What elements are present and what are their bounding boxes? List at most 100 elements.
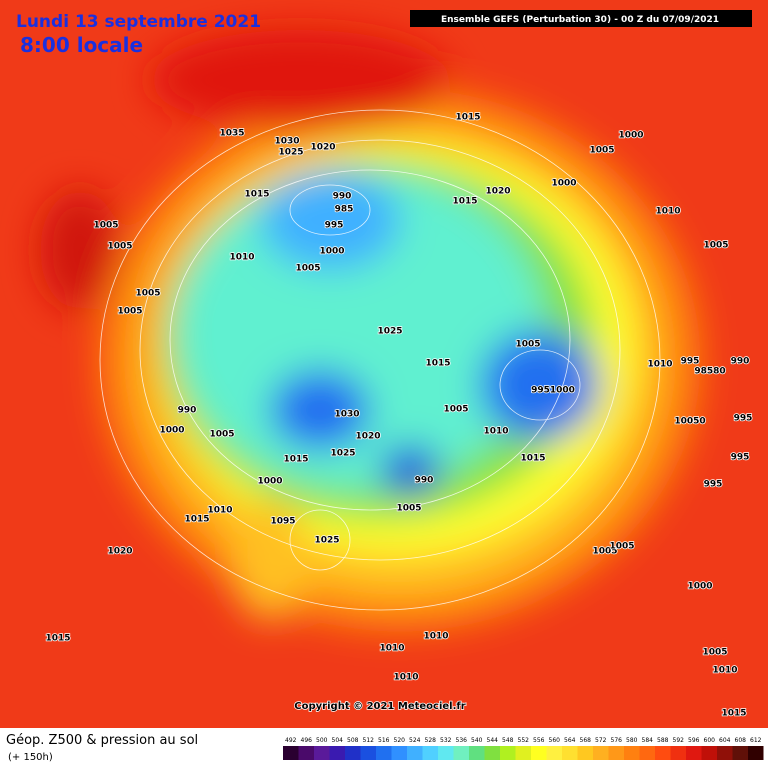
footer-title: Géop. Z500 & pression au sol — [6, 733, 198, 748]
legend-swatch — [670, 746, 686, 760]
legend-tick-label: 500 — [316, 737, 328, 744]
pressure-label: 995 — [731, 453, 750, 463]
pressure-label: 995 — [681, 357, 700, 367]
legend-tick-label: 576 — [611, 737, 623, 744]
legend-swatch — [686, 746, 702, 760]
pressure-label: 1010 — [655, 207, 680, 217]
legend-swatch — [639, 746, 655, 760]
pressure-label: 1000 — [257, 477, 282, 487]
legend-tick-label: 528 — [425, 737, 437, 744]
pressure-label: 1000 — [687, 582, 712, 592]
pressure-label: 995 — [734, 414, 753, 424]
map-field — [0, 0, 768, 728]
pressure-label: 990 — [731, 357, 750, 367]
legend-tick-label: 592 — [673, 737, 685, 744]
legend-swatch — [298, 746, 314, 760]
pressure-label: 1010 — [379, 644, 404, 654]
pressure-label: 98580 — [694, 367, 725, 377]
legend-tick-label: 504 — [332, 737, 344, 744]
pressure-label: 1005 — [209, 430, 234, 440]
legend-swatch — [391, 746, 407, 760]
legend-swatch — [500, 746, 516, 760]
legend-swatch — [701, 746, 717, 760]
legend-swatch — [422, 746, 438, 760]
legend-swatch — [360, 746, 376, 760]
legend-tick-label: 552 — [518, 737, 530, 744]
pressure-label: 1005 — [93, 221, 118, 231]
pressure-label: 1035 — [219, 129, 244, 139]
pressure-label: 1020 — [107, 547, 132, 557]
pressure-label: 1005 — [107, 242, 132, 252]
legend-swatch — [593, 746, 609, 760]
pressure-label: 985 — [335, 205, 354, 215]
pressure-label: 1015 — [244, 190, 269, 200]
date: Lundi 13 septembre 2021 — [16, 12, 261, 32]
legend-tick-label: 604 — [719, 737, 731, 744]
legend-tick-label: 496 — [301, 737, 313, 744]
legend-swatch — [484, 746, 500, 760]
pressure-label: 1025 — [314, 536, 339, 546]
pressure-label: 1005 — [135, 289, 160, 299]
pressure-label: 1015 — [520, 454, 545, 464]
pressure-label: 1015 — [283, 455, 308, 465]
legend-tick-label: 512 — [363, 737, 375, 744]
legend-swatch — [717, 746, 733, 760]
model-box — [410, 10, 752, 27]
legend-swatch — [577, 746, 593, 760]
color-legend: 492 496 500 504 508 512 516 520 524 528 532 536 540 5… — [283, 737, 764, 760]
pressure-label: 1010 — [647, 360, 672, 370]
legend-swatch — [469, 746, 485, 760]
pressure-label: 1010 — [712, 666, 737, 676]
pressure-label: 1005 — [117, 307, 142, 317]
pressure-label: 1010 — [393, 673, 418, 683]
legend-tick-label: 596 — [688, 737, 700, 744]
legend-swatch — [608, 746, 624, 760]
legend-tick-label: 520 — [394, 737, 406, 744]
pressure-label: 1005 — [396, 504, 421, 514]
legend-swatch — [562, 746, 578, 760]
legend-swatch — [453, 746, 469, 760]
pressure-label: 1010 — [207, 506, 232, 516]
legend-tick-label: 584 — [642, 737, 654, 744]
pressure-label: 9951000 — [531, 386, 575, 396]
pressure-label: 990 — [333, 192, 352, 202]
legend-tick-label: 540 — [471, 737, 483, 744]
legend-swatch — [376, 746, 392, 760]
legend-tick-label: 580 — [626, 737, 638, 744]
copyright: Copyright © 2021 Meteociel.fr — [294, 701, 465, 712]
pressure-label: 1025 — [330, 449, 355, 459]
pressure-label: 995 — [325, 221, 344, 231]
legend-tick-label: 568 — [580, 737, 592, 744]
legend-swatch — [546, 746, 562, 760]
legend-tick-label: 536 — [456, 737, 468, 744]
pressure-label: 1005 — [592, 547, 617, 557]
pressure-label: 1005 — [702, 648, 727, 658]
legend-swatch — [329, 746, 345, 760]
legend-swatch — [624, 746, 640, 760]
legend-tick-label: 608 — [735, 737, 747, 744]
pressure-label: 990 — [415, 476, 434, 486]
pressure-label: 1020 — [310, 143, 335, 153]
legend-tick-label: 492 — [285, 737, 297, 744]
legend-swatch — [283, 746, 299, 760]
legend-tick-label: 532 — [440, 737, 452, 744]
legend-tick-label: 548 — [502, 737, 514, 744]
legend-tick-label: 524 — [409, 737, 421, 744]
pressure-label: 1025 — [278, 148, 303, 158]
legend-swatch — [531, 746, 547, 760]
pressure-label: 1015 — [455, 113, 480, 123]
legend-swatch — [407, 746, 423, 760]
pressure-label: 1015 — [452, 197, 477, 207]
pressure-label: 1015 — [45, 634, 70, 644]
pressure-label: 990 — [178, 406, 197, 416]
pressure-label: 1005 — [589, 146, 614, 156]
pressure-label: 1005 — [703, 241, 728, 251]
pressure-label: 1095 — [270, 517, 295, 527]
pressure-label: 1005 — [609, 542, 634, 552]
pressure-label: 1010 — [229, 253, 254, 263]
pressure-label: 1005 — [515, 340, 540, 350]
pressure-label: 1000 — [319, 247, 344, 257]
pressure-label: 1000 — [551, 179, 576, 189]
